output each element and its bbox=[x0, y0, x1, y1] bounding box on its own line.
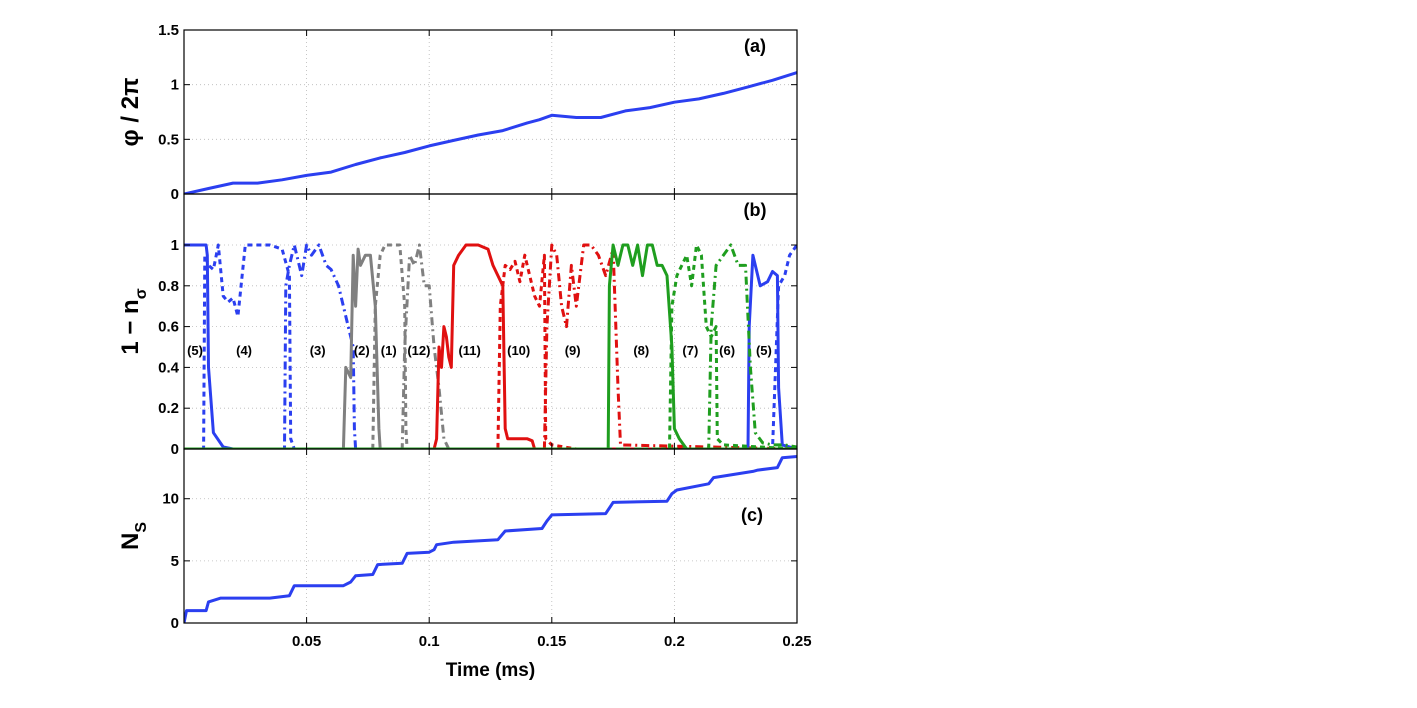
panel-c: 0 5 10 (c) NS 0.05 0.1 0.15 0.2 0.25 Time (ms) bbox=[117, 448, 812, 681]
segment-label: (10) bbox=[507, 343, 530, 358]
series-line-1 bbox=[184, 455, 797, 623]
axes-frame bbox=[183, 29, 798, 195]
y-tick-label: 0.6 bbox=[158, 319, 179, 336]
series-line-1 bbox=[184, 243, 797, 449]
y-tick-label: 0.2 bbox=[158, 400, 179, 417]
segment-label: (7) bbox=[682, 343, 698, 358]
y-tick-label: 0 bbox=[171, 441, 179, 458]
panel-b: 0 0.2 0.4 0.6 0.8 1 (b) 1 − nσ (5) (4) (3) (2) (1) (1… bbox=[117, 193, 798, 458]
segment-label: (12) bbox=[407, 343, 430, 358]
axes-frame bbox=[183, 448, 798, 624]
y-tick-label: 0.4 bbox=[158, 359, 180, 376]
x-tick-label: 0.2 bbox=[664, 633, 685, 650]
y-axis-label-main: φ / 2π bbox=[117, 78, 144, 147]
y-axis-label: φ / 2π bbox=[117, 78, 144, 147]
series-line-2 bbox=[184, 243, 797, 449]
segment-label: (1) bbox=[381, 343, 397, 358]
y-tick-label: 5 bbox=[171, 553, 179, 570]
segment-label: (2) bbox=[354, 343, 370, 358]
y-tick-label: 1 bbox=[171, 77, 179, 94]
panel-label: (c) bbox=[741, 505, 763, 525]
series-line-5 bbox=[184, 243, 797, 449]
y-tick-label: 0 bbox=[171, 186, 179, 203]
series-line-8 bbox=[184, 253, 797, 449]
series-line-11 bbox=[184, 243, 797, 449]
segment-label: (5) bbox=[187, 343, 203, 358]
panel-a: 0 0.5 1 1.5 (a) φ / 2π bbox=[117, 22, 798, 203]
y-axis-label-main: 1 − n bbox=[117, 299, 144, 354]
x-tick-label: 0.25 bbox=[782, 633, 811, 650]
y-tick-label: 0 bbox=[171, 615, 179, 632]
series-line-3 bbox=[184, 243, 797, 449]
y-axis-label-subscript: S bbox=[133, 522, 150, 533]
series-line-6 bbox=[184, 243, 797, 449]
segment-label: (3) bbox=[310, 343, 326, 358]
segment-label: (5) bbox=[756, 343, 772, 358]
x-tick-label: 0.05 bbox=[292, 633, 321, 650]
panel-label: (b) bbox=[744, 200, 767, 220]
y-tick-label: 1.5 bbox=[158, 22, 179, 39]
y-tick-label: 0.8 bbox=[158, 278, 179, 295]
series-line-12 bbox=[184, 243, 797, 449]
segment-label: (9) bbox=[565, 343, 581, 358]
x-tick-label: 0.1 bbox=[419, 633, 440, 650]
x-axis-label: Time (ms) bbox=[446, 660, 535, 681]
segment-label: (11) bbox=[458, 343, 480, 358]
y-axis-label-subscript: σ bbox=[133, 288, 150, 299]
series-line-9 bbox=[184, 243, 797, 449]
y-axis-label-main: N bbox=[117, 533, 144, 550]
y-axis-label: NS bbox=[117, 522, 150, 550]
series-line-4 bbox=[184, 247, 797, 449]
y-axis-label: 1 − nσ bbox=[117, 288, 150, 354]
series-line-1 bbox=[184, 71, 797, 194]
y-tick-label: 0.5 bbox=[158, 131, 179, 148]
panel-label: (a) bbox=[744, 36, 766, 56]
y-tick-label: 10 bbox=[162, 491, 179, 508]
series-line-10 bbox=[184, 243, 797, 449]
y-tick-label: 1 bbox=[171, 237, 179, 254]
segment-label: (8) bbox=[633, 343, 649, 358]
segment-label: (4) bbox=[236, 343, 252, 358]
segment-label: (6) bbox=[719, 343, 735, 358]
series-line-7 bbox=[184, 243, 797, 449]
x-tick-label: 0.15 bbox=[537, 633, 566, 650]
